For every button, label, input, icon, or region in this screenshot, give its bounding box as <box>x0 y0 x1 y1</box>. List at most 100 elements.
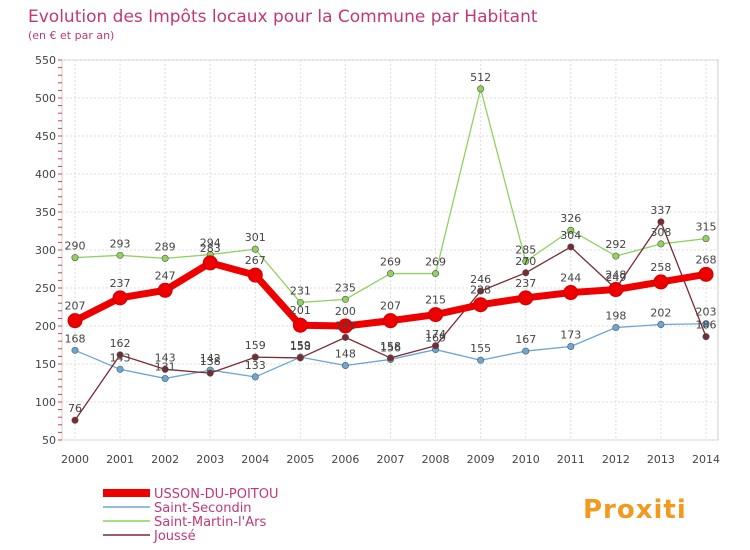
series-points <box>67 85 714 424</box>
y-tick-label: 200 <box>35 320 56 333</box>
data-point <box>567 226 575 234</box>
x-axis: 2000 2001 2002 2003 2004 2005 2006 2007 2008 2009… <box>61 453 720 466</box>
data-point <box>292 317 308 333</box>
proxiti-logo: Proxiti <box>583 495 686 525</box>
x-tick-label: 2010 <box>512 453 540 466</box>
x-tick-label: 2001 <box>106 453 134 466</box>
data-point <box>608 282 624 298</box>
data-label: 292 <box>605 238 626 251</box>
data-label: 308 <box>650 226 671 239</box>
data-point <box>386 354 394 362</box>
x-tick-label: 2008 <box>422 453 450 466</box>
data-point <box>251 245 259 253</box>
data-point <box>612 324 620 332</box>
data-label: 326 <box>560 212 581 225</box>
x-tick-label: 2006 <box>331 453 359 466</box>
data-label: 269 <box>380 256 401 269</box>
legend-label: Joussé <box>153 529 196 544</box>
data-point <box>612 252 620 260</box>
x-tick-label: 2005 <box>286 453 314 466</box>
y-axis: 50 100 150 200 250 300 350 400 450 500 550 <box>35 54 62 447</box>
data-label: 173 <box>560 329 581 342</box>
data-label: 244 <box>560 272 581 285</box>
data-point <box>206 369 214 377</box>
data-label: 167 <box>515 333 536 346</box>
data-label: 228 <box>470 284 491 297</box>
data-label: 267 <box>245 254 266 267</box>
data-label: 283 <box>200 242 221 255</box>
data-label: 268 <box>696 253 717 266</box>
data-label: 198 <box>605 310 626 323</box>
data-label: 294 <box>200 237 221 250</box>
data-label: 138 <box>200 355 221 368</box>
data-label: 143 <box>155 351 176 364</box>
data-label: 142 <box>200 352 221 365</box>
data-point <box>428 307 444 323</box>
data-label: 237 <box>110 277 131 290</box>
x-tick-label: 2009 <box>467 453 495 466</box>
y-tick-label: 100 <box>35 396 56 409</box>
chart-title: Evolution des Impôts locaux pour la Comm… <box>28 7 538 27</box>
data-point <box>383 313 398 329</box>
data-label: 237 <box>515 277 536 290</box>
data-label: 249 <box>605 271 626 284</box>
data-point <box>71 254 79 262</box>
data-point <box>112 290 128 306</box>
data-label: 156 <box>380 341 401 354</box>
data-point <box>477 287 485 295</box>
data-point <box>157 282 173 298</box>
data-label: 148 <box>335 348 356 361</box>
data-label: 290 <box>65 240 86 253</box>
y-tick-label: 500 <box>35 92 56 105</box>
data-label: 270 <box>515 255 536 268</box>
grid <box>62 59 718 441</box>
y-tick-label: 300 <box>35 244 56 257</box>
legend[interactable]: USSON-DU-POITOUSaint-SecondinSaint-Marti… <box>103 487 278 544</box>
data-point <box>116 351 124 359</box>
data-label: 143 <box>110 351 131 364</box>
data-label: 512 <box>470 71 491 84</box>
legend-label: Saint-Martin-l'Ars <box>154 515 266 530</box>
data-point <box>296 298 304 306</box>
data-point <box>116 365 124 373</box>
data-point <box>432 342 440 350</box>
data-point <box>522 257 530 265</box>
x-tick-label: 2011 <box>557 453 585 466</box>
data-label: 304 <box>560 229 581 242</box>
data-label: 158 <box>290 340 311 353</box>
y-tick-label: 150 <box>35 358 56 371</box>
data-label: 155 <box>470 342 491 355</box>
data-label: 159 <box>290 339 311 352</box>
data-label: 158 <box>380 340 401 353</box>
data-label: 133 <box>245 359 266 372</box>
data-label: 289 <box>155 240 176 253</box>
data-point <box>653 274 669 290</box>
data-point <box>477 85 485 93</box>
data-label: 202 <box>650 306 671 319</box>
data-point <box>657 240 665 248</box>
data-label: 169 <box>425 332 446 345</box>
data-point <box>657 320 665 328</box>
data-label: 248 <box>605 269 626 282</box>
x-tick-label: 2012 <box>602 453 630 466</box>
data-label: 159 <box>245 339 266 352</box>
x-tick-label: 2003 <box>196 453 224 466</box>
data-point <box>251 373 259 381</box>
data-point <box>522 347 530 355</box>
y-tick-label: 50 <box>42 434 56 447</box>
data-label: 203 <box>696 306 717 319</box>
data-point <box>247 267 263 283</box>
data-label: 207 <box>380 300 401 313</box>
data-point <box>657 218 665 226</box>
data-label: 246 <box>470 273 491 286</box>
x-tick-label: 2007 <box>377 453 405 466</box>
data-point <box>161 365 169 373</box>
data-label: 301 <box>245 231 266 244</box>
data-label: 315 <box>696 221 717 234</box>
legend-label: USSON-DU-POITOU <box>154 487 278 502</box>
data-point <box>67 313 83 329</box>
data-label: 76 <box>68 402 82 415</box>
data-label: 200 <box>335 305 356 318</box>
